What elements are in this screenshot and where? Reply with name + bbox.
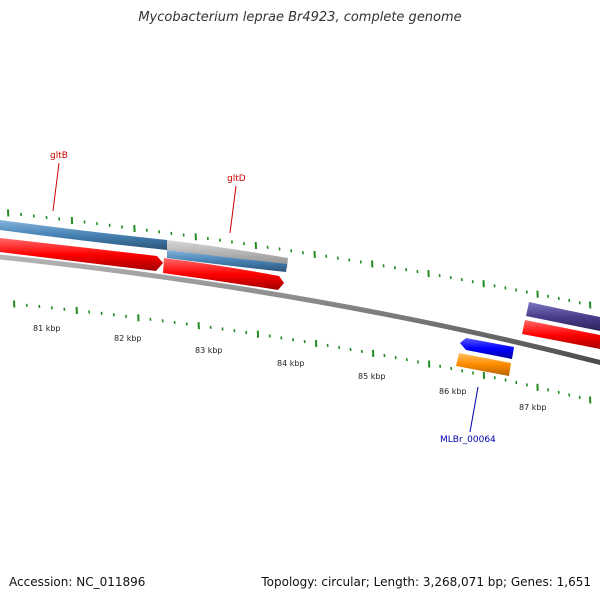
gene-feature-mlbr-blue[interactable] [460,338,514,359]
cds-arrow-gltb[interactable] [0,238,163,271]
ruler-label-83: 83 kbp [195,346,223,355]
gene-feature-mlbr-orange[interactable] [456,353,511,376]
gltd-leader-line [229,185,237,234]
map-title: Mycobacterium leprae Br4923, complete ge… [138,10,462,25]
ruler-label-82: 82 kbp [114,334,142,343]
genome-backbone [0,254,600,366]
ruler-label-87: 87 kbp [519,403,547,412]
ruler-label-81: 81 kbp [33,324,61,333]
gene-label-gltd[interactable]: gltD [227,174,246,184]
genome-summary-text: Topology: circular; Length: 3,268,071 bp… [261,575,591,589]
cds-arrow-gltd[interactable] [163,258,284,290]
mlbr-leader-line [469,386,479,433]
ruler-label-84: 84 kbp [277,359,305,368]
ruler-label-86: 86 kbp [439,387,467,396]
cds-arrow-right[interactable] [522,320,600,350]
ruler-label-85: 85 kbp [358,372,386,381]
outer-tick-track [7,209,592,309]
gene-feature-blue-band[interactable] [167,250,287,272]
inner-tick-track [13,300,592,404]
gene-feature-purple[interactable] [526,302,600,332]
accession-text: Accession: NC_011896 [9,575,146,589]
gene-feature-gltb-steelblue[interactable] [0,220,167,250]
gene-label-gltb[interactable]: gltB [50,151,68,161]
gltb-leader-line [52,162,60,212]
gene-label-mlbr00064[interactable]: MLBr_00064 [440,435,496,445]
